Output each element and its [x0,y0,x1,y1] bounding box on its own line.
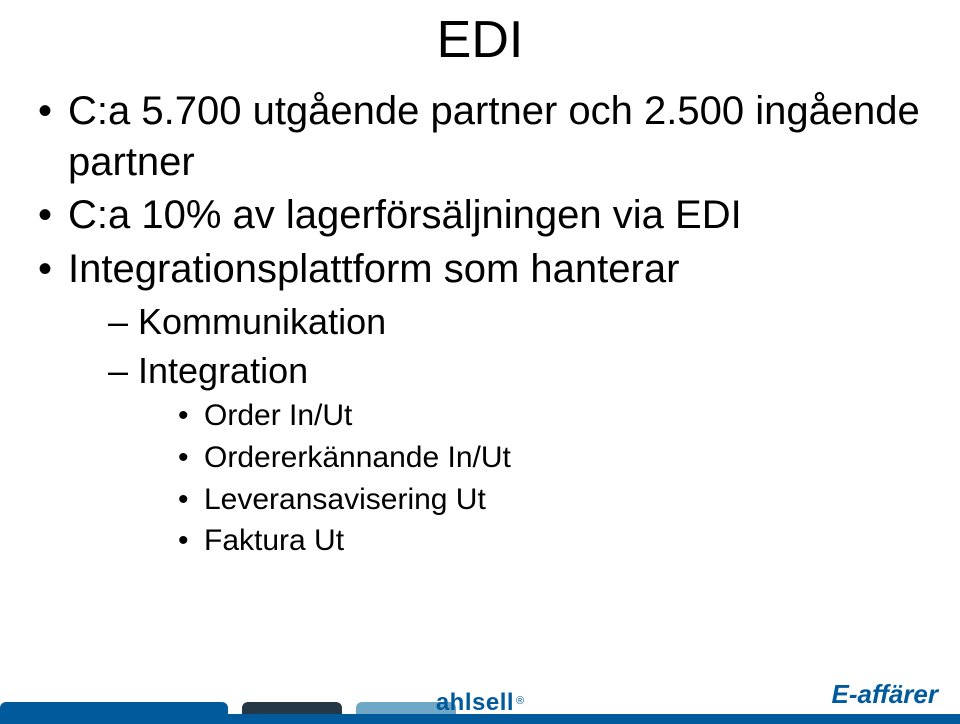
bullet-list-level3: Order In/Ut Ordererkännande In/Ut Levera… [138,396,922,560]
logo-text: ahlsell [436,689,514,716]
bullet-item: Order In/Ut [178,396,922,436]
bullet-text: C:a 5.700 utgående partner och 2.500 ing… [68,89,920,184]
bullet-text: Integration [138,350,308,391]
bullet-text: C:a 10% av lagerförsäljningen via EDI [68,193,742,237]
footer-cap-dark [242,702,342,714]
bullet-text: Integrationsplattform som hanterar [68,247,679,291]
slide: EDI C:a 5.700 utgående partner och 2.500… [0,0,960,724]
bullet-item: C:a 5.700 utgående partner och 2.500 ing… [38,86,922,188]
footer-cap-blue [0,702,228,714]
bullet-item: C:a 10% av lagerförsäljningen via EDI [38,190,922,241]
bullet-item: Faktura Ut [178,521,922,561]
bullet-item: Leveransavisering Ut [178,480,922,520]
bullet-item: Integration Order In/Ut Ordererkännande … [108,348,922,561]
bullet-list-level1: C:a 5.700 utgående partner och 2.500 ing… [38,86,922,561]
footer-brand: E-affärer [832,679,938,710]
slide-footer: ahlsell® E-affärer [0,680,960,724]
bullet-text: Ordererkännande In/Ut [204,441,511,474]
footer-logo: ahlsell® [410,689,550,721]
bullet-text: Order In/Ut [204,399,352,432]
logo-registered-icon: ® [516,695,524,707]
slide-title: EDI [0,10,960,70]
bullet-list-level2: Kommunikation Integration Order In/Ut Or… [68,299,922,561]
slide-content: C:a 5.700 utgående partner och 2.500 ing… [38,86,922,563]
bullet-item: Integrationsplattform som hanterar Kommu… [38,244,922,561]
bullet-text: Faktura Ut [204,524,344,557]
bullet-item: Kommunikation [108,299,922,346]
bullet-text: Kommunikation [138,301,386,342]
bullet-text: Leveransavisering Ut [204,483,486,516]
bullet-item: Ordererkännande In/Ut [178,438,922,478]
